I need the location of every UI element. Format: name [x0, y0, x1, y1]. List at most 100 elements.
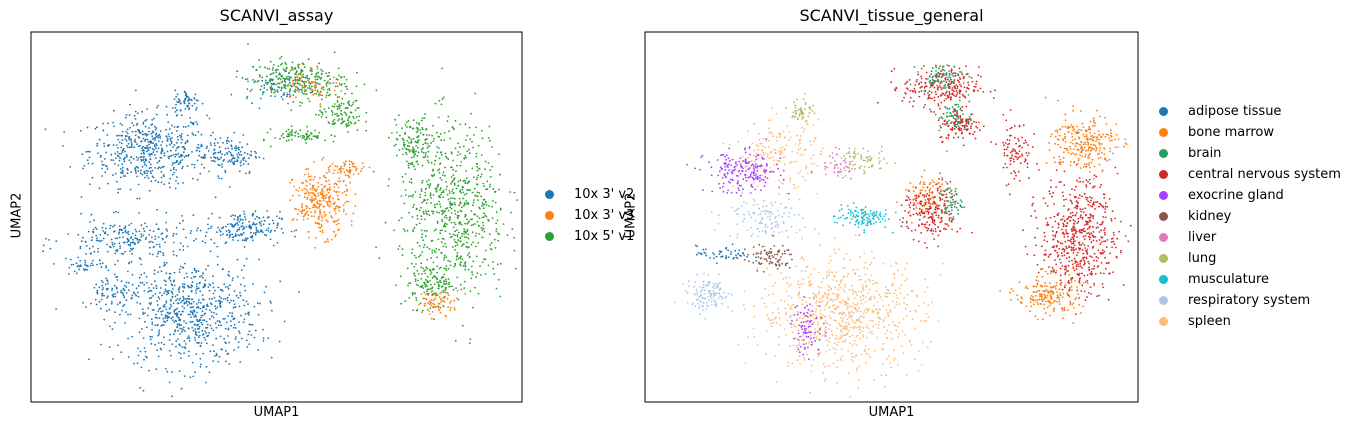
data-point	[144, 350, 147, 353]
data-point	[286, 93, 289, 96]
data-point	[782, 182, 785, 185]
data-point	[148, 289, 151, 292]
data-point	[350, 111, 353, 114]
data-point	[410, 162, 413, 165]
data-point	[429, 307, 432, 309]
data-point	[118, 159, 121, 162]
data-point	[130, 142, 133, 144]
legend-label: spleen	[1188, 314, 1231, 329]
data-point	[154, 179, 157, 182]
data-point	[824, 315, 826, 318]
data-point	[111, 328, 114, 331]
data-point	[268, 68, 271, 70]
data-point	[171, 173, 174, 176]
data-point	[198, 150, 201, 153]
data-point	[106, 243, 108, 246]
data-point	[192, 313, 194, 316]
data-point	[846, 302, 848, 305]
data-point	[837, 306, 840, 308]
legend-dot	[1159, 149, 1168, 158]
data-point	[789, 307, 792, 310]
data-point	[863, 316, 865, 319]
data-point	[436, 222, 439, 224]
data-point	[851, 344, 854, 347]
data-point	[322, 197, 325, 200]
data-point	[757, 157, 759, 160]
data-point	[792, 344, 795, 347]
data-point	[114, 295, 117, 298]
data-point	[101, 292, 104, 295]
data-point	[463, 204, 465, 207]
data-point	[314, 246, 316, 249]
data-point	[447, 267, 450, 270]
data-point	[190, 302, 193, 305]
data-point	[491, 205, 494, 208]
data-point	[865, 307, 867, 310]
data-point	[477, 174, 480, 177]
data-point	[864, 345, 867, 347]
data-point	[143, 161, 146, 164]
data-point	[333, 169, 336, 172]
data-point	[840, 359, 843, 362]
data-point	[210, 156, 212, 159]
data-point	[746, 336, 749, 339]
data-point	[119, 301, 121, 303]
data-point	[311, 68, 313, 70]
data-point	[813, 268, 816, 270]
data-point	[744, 151, 747, 154]
data-point	[286, 92, 289, 94]
data-point	[864, 273, 867, 276]
data-point	[270, 229, 273, 232]
data-point	[166, 290, 168, 292]
legend-label: adipose tissue	[1188, 104, 1282, 119]
legend-label: respiratory system	[1188, 293, 1311, 308]
data-point	[441, 213, 444, 216]
data-point	[323, 108, 326, 111]
data-point	[868, 288, 871, 291]
data-point	[160, 270, 163, 272]
data-point	[847, 349, 850, 352]
data-point	[415, 150, 417, 153]
data-point	[312, 93, 314, 96]
data-point	[864, 280, 867, 283]
chart-2-title: SCANVI_tissue_general	[799, 6, 984, 25]
data-point	[319, 210, 321, 213]
data-point	[437, 285, 440, 288]
data-point	[422, 151, 425, 154]
data-point	[97, 239, 100, 242]
data-point	[727, 180, 730, 183]
data-point	[303, 196, 306, 199]
data-point	[473, 199, 475, 202]
data-point	[889, 331, 892, 334]
data-point	[121, 166, 124, 169]
data-point	[117, 147, 119, 149]
data-point	[151, 236, 153, 239]
data-point	[326, 238, 329, 240]
data-point	[126, 132, 129, 135]
data-point	[237, 217, 240, 219]
data-point	[181, 159, 184, 161]
data-point	[438, 296, 441, 298]
data-point	[172, 162, 174, 164]
data-point	[104, 231, 107, 234]
data-point	[435, 247, 438, 250]
data-point	[238, 330, 240, 333]
data-point	[721, 185, 724, 188]
data-point	[298, 91, 300, 93]
data-point	[250, 231, 252, 234]
data-point	[887, 354, 890, 357]
data-point	[910, 290, 913, 292]
data-point	[103, 158, 106, 160]
data-point	[270, 78, 273, 81]
data-point	[288, 75, 290, 78]
data-point	[195, 289, 197, 292]
data-point	[801, 126, 803, 129]
data-point	[165, 308, 168, 311]
data-point	[779, 157, 782, 160]
data-point	[269, 128, 272, 131]
data-point	[339, 171, 342, 174]
data-point	[340, 170, 343, 173]
data-point	[272, 72, 275, 74]
data-point	[342, 179, 345, 182]
data-point	[800, 257, 803, 260]
